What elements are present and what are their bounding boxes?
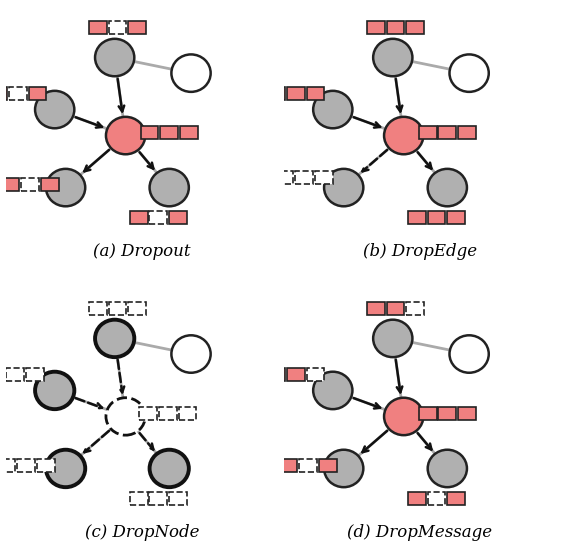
Bar: [149, 492, 167, 505]
Text: (a) Dropout: (a) Dropout: [93, 243, 191, 261]
Bar: [287, 87, 305, 100]
Circle shape: [149, 169, 189, 206]
Text: (d) DropMessage: (d) DropMessage: [347, 524, 493, 542]
Bar: [180, 126, 198, 140]
Bar: [268, 368, 285, 381]
Circle shape: [95, 320, 134, 357]
Bar: [287, 368, 305, 381]
Bar: [408, 211, 425, 224]
Bar: [280, 459, 297, 473]
Bar: [408, 492, 425, 505]
Circle shape: [384, 117, 423, 154]
Bar: [37, 459, 55, 473]
Bar: [89, 302, 107, 315]
Bar: [406, 302, 424, 315]
Bar: [300, 459, 317, 473]
Circle shape: [171, 335, 211, 373]
Circle shape: [384, 397, 423, 435]
Bar: [169, 211, 187, 224]
Bar: [9, 87, 27, 100]
Circle shape: [35, 91, 74, 128]
Circle shape: [450, 55, 489, 92]
Bar: [130, 492, 148, 505]
Bar: [367, 21, 385, 34]
Circle shape: [95, 39, 134, 76]
Bar: [307, 87, 324, 100]
Bar: [140, 126, 158, 140]
Circle shape: [373, 320, 413, 357]
Circle shape: [313, 371, 352, 409]
Bar: [419, 407, 437, 420]
Bar: [169, 492, 187, 505]
Bar: [89, 21, 107, 34]
Bar: [2, 178, 19, 192]
Bar: [108, 21, 126, 34]
Bar: [438, 407, 456, 420]
Bar: [447, 492, 465, 505]
Bar: [21, 178, 39, 192]
Bar: [6, 368, 24, 381]
Circle shape: [450, 335, 489, 373]
Bar: [428, 211, 445, 224]
Bar: [315, 171, 333, 184]
Bar: [387, 21, 405, 34]
Bar: [319, 459, 337, 473]
Circle shape: [46, 169, 85, 206]
Bar: [0, 87, 7, 100]
Bar: [458, 407, 476, 420]
Bar: [159, 407, 176, 420]
Bar: [179, 407, 196, 420]
Bar: [41, 178, 58, 192]
Bar: [268, 87, 285, 100]
Circle shape: [106, 397, 145, 435]
Bar: [438, 126, 456, 140]
Bar: [139, 407, 157, 420]
Bar: [419, 126, 437, 140]
Circle shape: [46, 450, 85, 487]
Bar: [295, 171, 313, 184]
Bar: [29, 87, 47, 100]
Bar: [276, 171, 293, 184]
Circle shape: [373, 39, 413, 76]
Bar: [17, 459, 35, 473]
Text: (c) DropNode: (c) DropNode: [85, 524, 199, 542]
Bar: [128, 302, 146, 315]
Circle shape: [313, 91, 352, 128]
Bar: [367, 302, 385, 315]
Circle shape: [106, 117, 145, 154]
Bar: [447, 211, 465, 224]
Circle shape: [35, 371, 74, 409]
Circle shape: [324, 450, 364, 487]
Bar: [0, 459, 15, 473]
Bar: [406, 21, 424, 34]
Bar: [130, 211, 148, 224]
Bar: [160, 126, 178, 140]
Bar: [307, 368, 324, 381]
Circle shape: [324, 169, 364, 206]
Text: (b) DropEdge: (b) DropEdge: [363, 243, 477, 261]
Bar: [387, 302, 405, 315]
Bar: [428, 492, 445, 505]
Bar: [128, 21, 146, 34]
Bar: [108, 302, 126, 315]
Circle shape: [171, 55, 211, 92]
Circle shape: [428, 169, 467, 206]
Circle shape: [428, 450, 467, 487]
Bar: [26, 368, 44, 381]
Bar: [458, 126, 476, 140]
Circle shape: [149, 450, 189, 487]
Bar: [0, 368, 4, 381]
Bar: [149, 211, 167, 224]
